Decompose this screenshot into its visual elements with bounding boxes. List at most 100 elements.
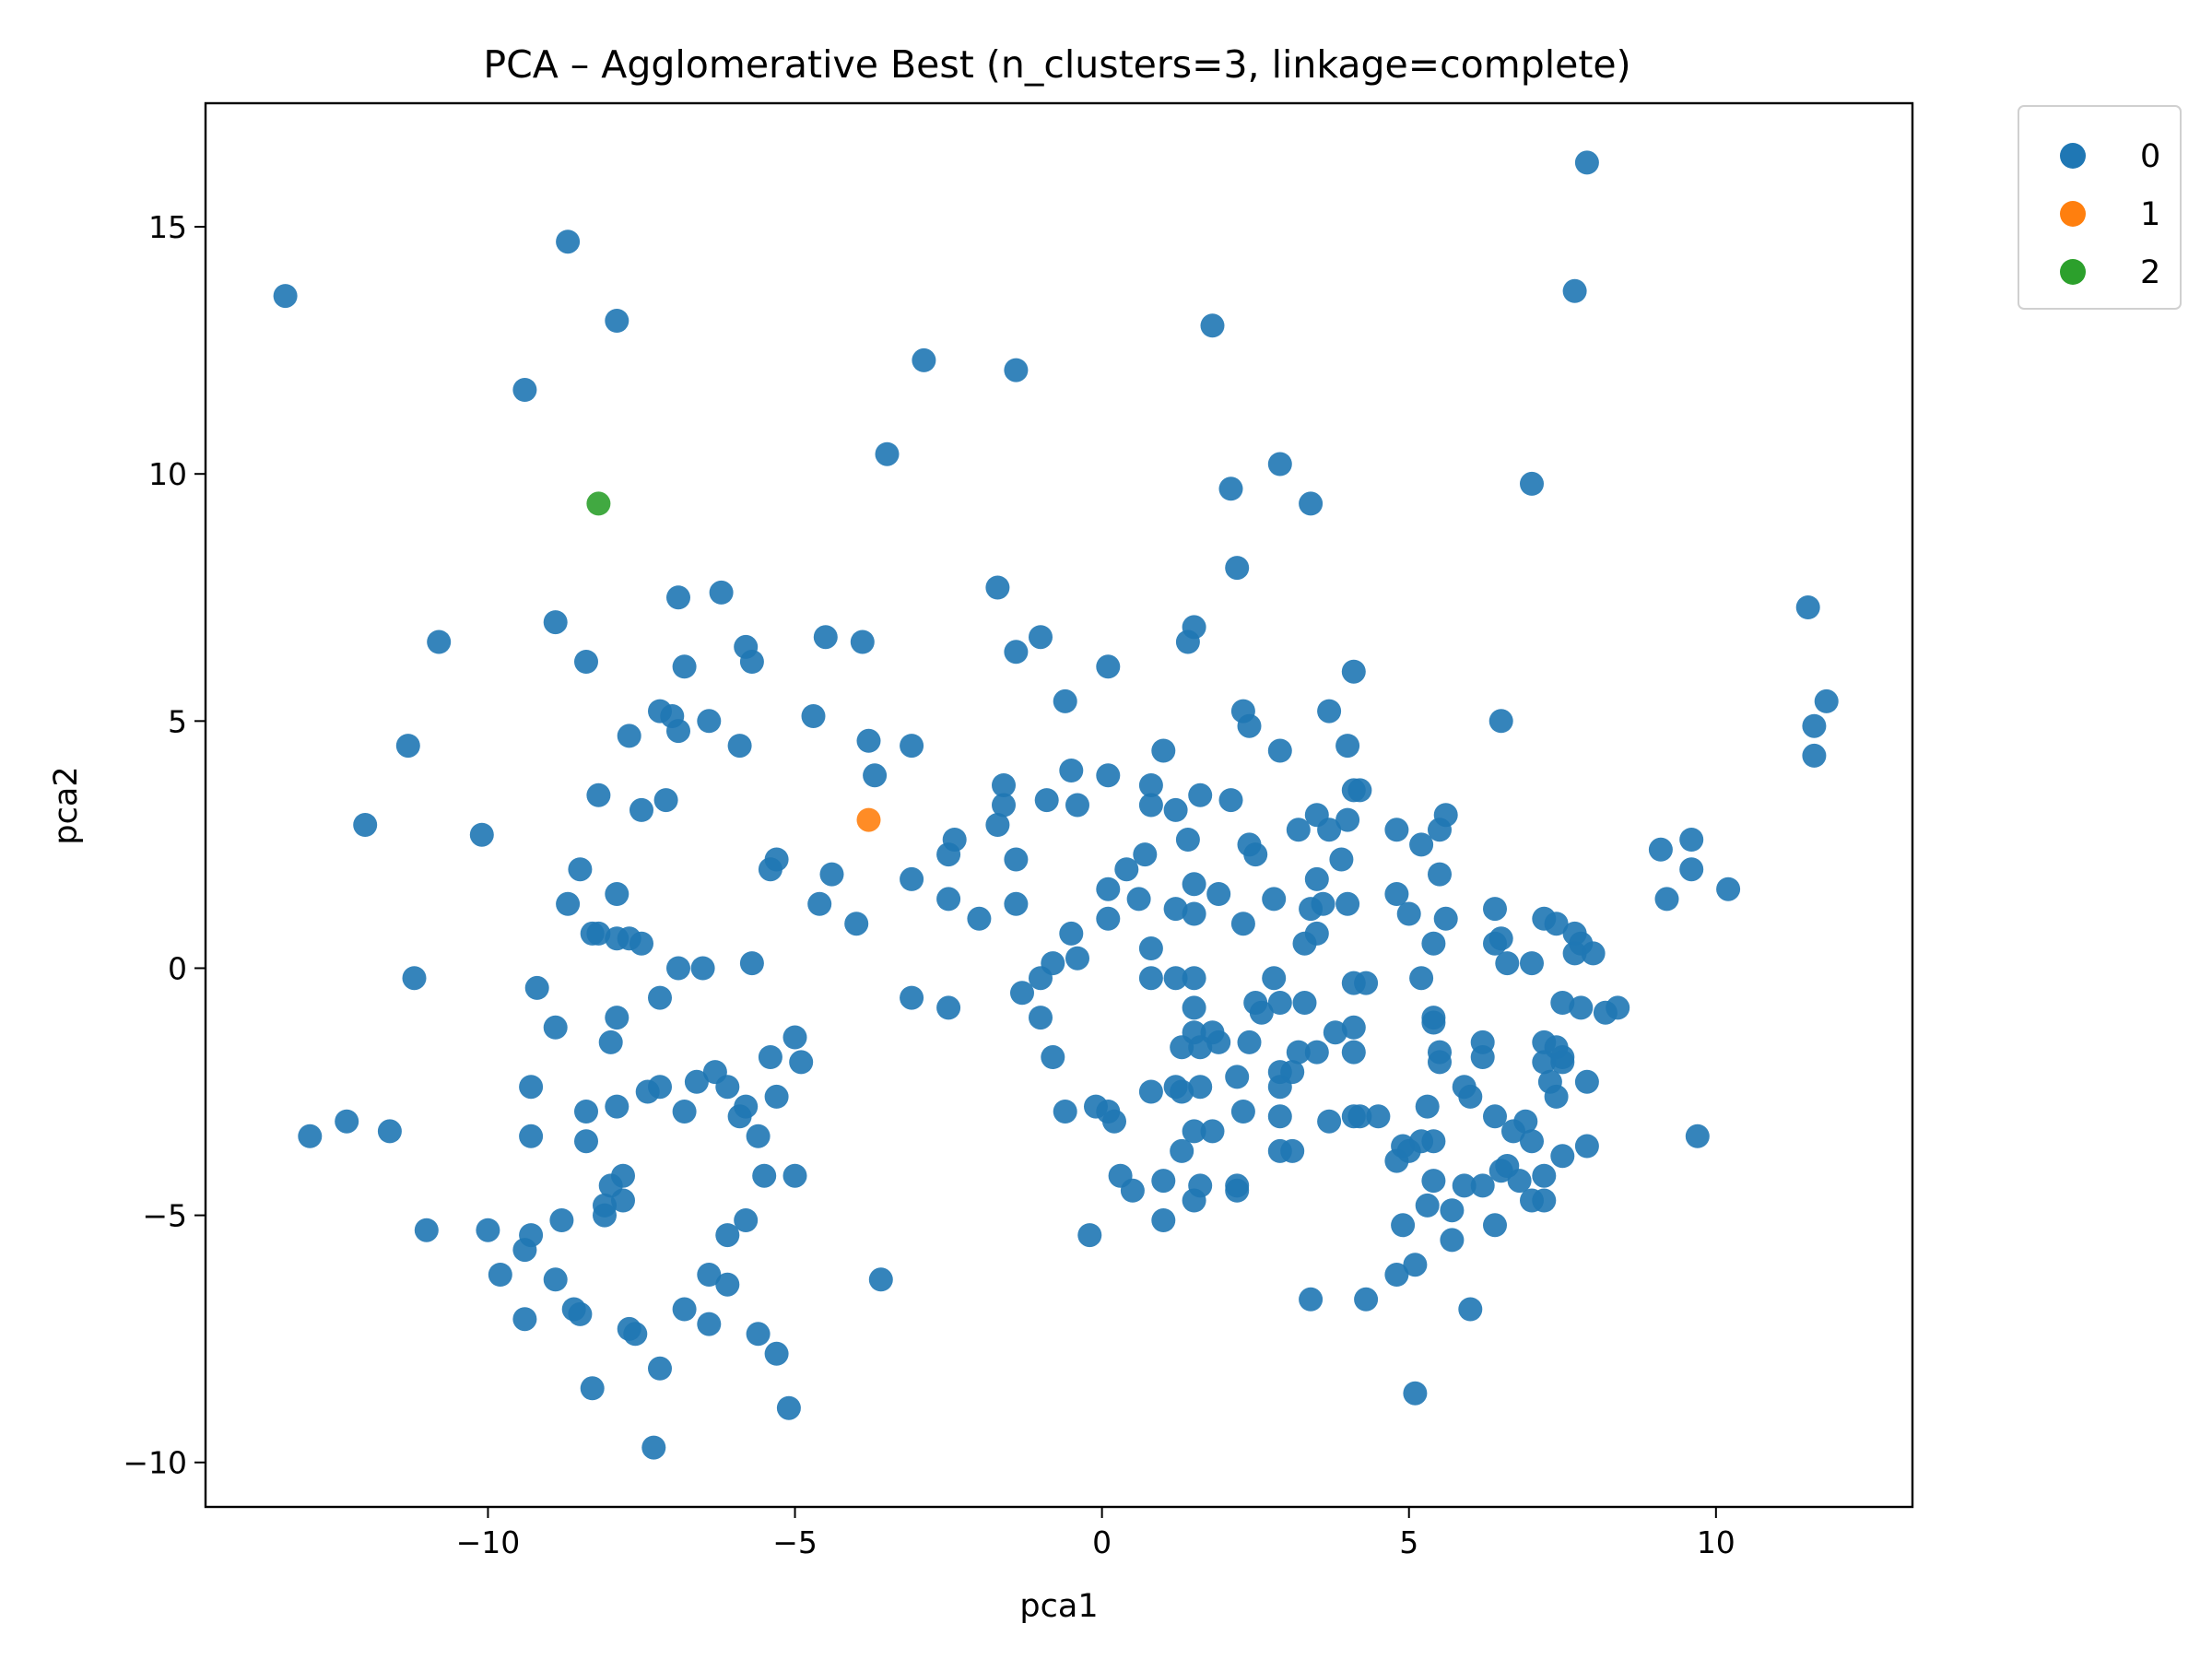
point-cluster-0-63 — [653, 788, 678, 813]
y-axis-label: pca2 — [48, 766, 85, 844]
legend-marker-1 — [2060, 201, 2086, 227]
point-cluster-0-125 — [586, 921, 611, 946]
point-cluster-0-184 — [1304, 1040, 1329, 1065]
point-cluster-0-61 — [1347, 778, 1372, 803]
point-cluster-0-156 — [1182, 966, 1206, 991]
point-cluster-0-118 — [1396, 901, 1421, 926]
point-cluster-0-116 — [1311, 891, 1335, 916]
point-cluster-0-137 — [1488, 926, 1513, 951]
point-cluster-0-281 — [1507, 1169, 1532, 1194]
x-tick-label: 5 — [1399, 1524, 1418, 1560]
legend-marker-0 — [2060, 143, 2086, 169]
point-cluster-0-114 — [1262, 887, 1287, 912]
point-cluster-0-173 — [1606, 995, 1630, 1020]
point-cluster-0-286 — [476, 1218, 500, 1242]
point-cluster-0-226 — [574, 1100, 598, 1124]
point-cluster-1-0 — [856, 807, 881, 832]
point-cluster-0-186 — [1341, 1015, 1366, 1040]
point-cluster-0-247 — [1182, 1119, 1206, 1144]
point-cluster-0-296 — [1415, 1193, 1440, 1218]
point-cluster-0-298 — [1440, 1228, 1465, 1253]
point-cluster-0-4 — [1574, 150, 1599, 175]
point-cluster-0-14 — [1225, 556, 1250, 581]
point-cluster-0-9 — [875, 441, 900, 466]
point-cluster-0-262 — [611, 1163, 635, 1188]
point-cluster-0-197 — [1341, 1040, 1366, 1065]
point-cluster-0-31 — [1341, 659, 1366, 684]
point-cluster-0-1 — [556, 229, 581, 254]
point-cluster-0-0 — [273, 284, 298, 309]
point-cluster-0-320 — [648, 1356, 672, 1381]
point-cluster-0-89 — [1679, 828, 1704, 852]
point-cluster-0-268 — [1120, 1178, 1145, 1203]
point-cluster-0-25 — [1004, 640, 1029, 665]
point-cluster-0-319 — [580, 1376, 605, 1401]
point-cluster-0-106 — [605, 882, 629, 906]
point-cluster-0-260 — [1170, 1138, 1194, 1163]
point-cluster-0-245 — [574, 1129, 598, 1154]
point-cluster-0-123 — [1654, 887, 1679, 912]
point-cluster-0-266 — [782, 1163, 807, 1188]
point-cluster-0-316 — [697, 1312, 722, 1336]
point-cluster-0-43 — [1237, 713, 1262, 738]
point-cluster-0-142 — [739, 951, 764, 976]
point-cluster-0-300 — [488, 1263, 512, 1287]
point-cluster-0-276 — [1421, 1169, 1446, 1194]
point-cluster-0-49 — [900, 734, 924, 759]
point-cluster-0-255 — [1513, 1109, 1538, 1134]
point-cluster-0-195 — [1041, 1045, 1065, 1069]
point-cluster-2-0 — [586, 491, 611, 516]
point-cluster-0-288 — [519, 1223, 544, 1248]
point-cluster-0-85 — [1133, 842, 1158, 867]
point-cluster-0-41 — [1053, 688, 1077, 713]
point-cluster-0-263 — [611, 1188, 635, 1213]
point-cluster-0-2 — [605, 309, 629, 333]
point-cluster-0-196 — [1188, 1035, 1213, 1060]
point-cluster-0-148 — [1520, 951, 1544, 976]
point-cluster-0-62 — [586, 782, 611, 807]
point-cluster-0-48 — [856, 728, 881, 753]
point-cluster-0-250 — [1280, 1138, 1305, 1163]
point-cluster-0-29 — [1096, 654, 1121, 679]
point-cluster-0-161 — [648, 985, 672, 1010]
point-cluster-0-153 — [1029, 966, 1053, 991]
x-tick-label: 0 — [1092, 1524, 1112, 1560]
point-cluster-0-8 — [1004, 358, 1029, 382]
point-cluster-0-162 — [900, 985, 924, 1010]
legend-label-2: 2 — [2140, 254, 2160, 291]
point-cluster-0-147 — [1495, 951, 1520, 976]
legend-box — [2018, 105, 2182, 310]
point-cluster-0-94 — [1004, 847, 1029, 872]
point-cluster-0-81 — [1384, 818, 1409, 842]
point-cluster-0-182 — [1237, 1030, 1262, 1054]
point-cluster-0-56 — [863, 763, 888, 788]
point-cluster-0-170 — [1550, 991, 1575, 1015]
point-cluster-0-152 — [524, 975, 549, 1000]
point-cluster-0-213 — [1138, 1079, 1163, 1104]
point-cluster-0-309 — [1458, 1297, 1483, 1322]
point-cluster-0-154 — [1138, 966, 1163, 991]
point-cluster-0-291 — [715, 1223, 740, 1248]
point-cluster-0-108 — [936, 887, 961, 912]
point-cluster-0-145 — [1059, 921, 1084, 946]
point-cluster-0-80 — [1335, 807, 1360, 832]
point-cluster-0-23 — [813, 625, 838, 650]
point-cluster-0-181 — [1206, 1030, 1231, 1054]
point-cluster-0-278 — [1470, 1173, 1495, 1198]
point-cluster-0-102 — [1182, 872, 1206, 897]
point-cluster-0-88 — [1648, 837, 1673, 862]
point-cluster-0-90 — [1679, 857, 1704, 882]
point-cluster-0-54 — [1059, 759, 1084, 782]
point-cluster-0-304 — [868, 1267, 893, 1292]
point-cluster-0-96 — [1304, 866, 1329, 891]
point-cluster-0-113 — [1206, 882, 1231, 906]
point-cluster-0-317 — [746, 1322, 771, 1347]
point-cluster-0-34 — [1802, 713, 1827, 738]
point-cluster-0-119 — [1433, 906, 1458, 931]
point-cluster-0-74 — [985, 813, 1010, 837]
point-cluster-0-95 — [1114, 857, 1139, 882]
x-tick-label: −10 — [456, 1524, 521, 1560]
point-cluster-0-32 — [1795, 595, 1820, 619]
point-cluster-0-53 — [1335, 734, 1360, 759]
point-cluster-0-211 — [734, 1094, 759, 1119]
